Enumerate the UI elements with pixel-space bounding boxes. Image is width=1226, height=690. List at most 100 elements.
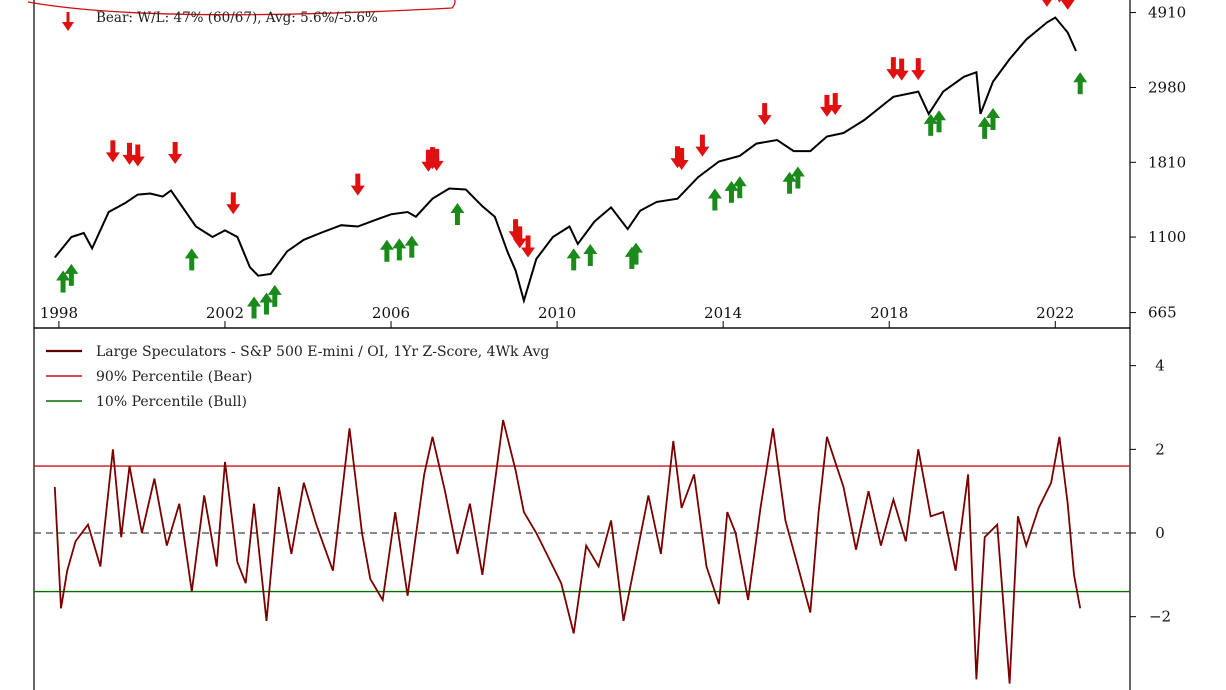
bear-arrow-head	[106, 152, 120, 162]
bear-arrow	[351, 174, 365, 196]
bull-arrow-shaft	[588, 253, 593, 266]
zscore-legend: Large Speculators - S&P 500 E-mini / OI,…	[46, 344, 549, 410]
bear-arrow-shaft	[679, 148, 684, 161]
bull-arrow-head	[392, 238, 406, 248]
bull-arrow-head	[567, 248, 581, 258]
bear-arrow-head	[895, 71, 909, 81]
legend-label-bull: 10% Percentile (Bull)	[96, 394, 247, 410]
bear-arrow-shaft	[110, 140, 115, 153]
x-tick-label: 2010	[538, 304, 576, 322]
x-tick-label: 2018	[870, 304, 908, 322]
bull-arrow-shaft	[795, 176, 800, 189]
x-tick-label: 1998	[40, 304, 78, 322]
bull-arrow-head	[380, 240, 394, 250]
bear-arrow	[1040, 0, 1054, 7]
bear-arrow-shaft	[135, 145, 140, 158]
bear-arrow-shaft	[173, 142, 178, 155]
bear-arrow	[695, 135, 709, 157]
bear-arrow-head	[513, 238, 527, 248]
bull-arrow-shaft	[252, 306, 257, 319]
bear-arrow-shaft	[127, 143, 132, 156]
zscore-panel: −2 0 2 4 Large Speculators - S&P 500 E-mini…	[34, 328, 1171, 690]
bull-arrow-shaft	[571, 257, 576, 270]
bull-arrow-shaft	[737, 185, 742, 198]
bear-arrow-head	[695, 147, 709, 157]
x-tick-label: 2006	[372, 304, 410, 322]
signal-arrows	[56, 0, 1087, 319]
bull-arrow-head	[185, 248, 199, 258]
bull-arrow-shaft	[982, 126, 987, 139]
bull-arrow	[583, 244, 597, 266]
legend-label-zscore: Large Speculators - S&P 500 E-mini / OI,…	[96, 344, 549, 360]
bull-arrow	[259, 293, 273, 315]
price-panel: 1998 2002 2006 2010 2014 2018 2022 665 1100 1810…	[28, 0, 1186, 328]
bear-arrow-shaft	[526, 235, 531, 248]
bull-arrow	[567, 248, 581, 270]
bull-arrow-head	[1073, 72, 1087, 82]
bear-arrow-head	[1040, 0, 1054, 7]
bear-arrow	[226, 192, 240, 214]
bear-arrow-head	[758, 115, 772, 125]
bull-arrow-shaft	[937, 119, 942, 132]
bull-arrow	[268, 285, 282, 307]
bull-arrow	[708, 189, 722, 211]
bear-arrow-head	[1061, 0, 1075, 10]
bear-arrow-head	[226, 204, 240, 214]
bear-arrow-shaft	[231, 192, 236, 205]
bull-arrow	[247, 297, 261, 319]
zscore-y-axis: −2024	[1130, 357, 1171, 626]
bull-arrow	[380, 240, 394, 262]
bull-arrow-shaft	[1078, 81, 1083, 94]
x-tick-label: 2014	[704, 304, 742, 322]
bull-arrow-head	[791, 167, 805, 177]
bull-arrow-head	[629, 243, 643, 253]
price-line	[55, 18, 1076, 301]
x-tick-label: 2002	[206, 304, 244, 322]
bull-arrow-head	[708, 189, 722, 199]
bull-arrow-shaft	[272, 294, 277, 307]
bull-arrow	[450, 203, 464, 225]
bull-arrow-head	[268, 285, 282, 295]
bear-arrow-shaft	[434, 149, 439, 162]
bear-arrow-head	[168, 154, 182, 164]
bull-arrow-shaft	[61, 280, 66, 293]
bear-arrow-shaft	[824, 95, 829, 108]
bull-arrow-head	[247, 297, 261, 307]
y-tick-label: 665	[1148, 304, 1177, 322]
bear-arrow-head	[911, 70, 925, 80]
bull-arrow-head	[986, 108, 1000, 118]
bull-arrow	[978, 117, 992, 139]
bull-arrow-shaft	[991, 117, 996, 130]
signal-legend: Bear: W/L: 47% (60/67), Avg: 5.6%/-5.6%	[28, 0, 455, 31]
bear-arrow-shaft	[891, 57, 896, 70]
bull-arrow-head	[405, 236, 419, 246]
bear-arrow-shaft	[700, 135, 705, 148]
bull-arrow	[1073, 72, 1087, 94]
bull-arrow-shaft	[787, 181, 792, 194]
y-tick-label: 2980	[1148, 78, 1186, 96]
bear-arrow	[1061, 0, 1075, 10]
bear-arrow	[106, 140, 120, 162]
bear-arrow-shaft	[517, 226, 522, 239]
bull-arrow-shaft	[455, 212, 460, 225]
bull-arrow-shaft	[729, 190, 734, 203]
bull-arrow-shaft	[264, 302, 269, 315]
zscore-line	[55, 420, 1080, 684]
y-tick-label: 1100	[1148, 228, 1186, 246]
bear-arrow	[168, 142, 182, 164]
bear-arrow	[886, 57, 900, 79]
bull-arrow-head	[64, 264, 78, 274]
bull-arrow-head	[978, 117, 992, 127]
bull-arrow	[392, 238, 406, 260]
bear-arrow-icon	[62, 12, 74, 31]
legend-label-bear: 90% Percentile (Bear)	[96, 369, 252, 385]
bear-arrow-head	[521, 247, 535, 257]
bear-arrow-shaft	[916, 58, 921, 71]
bull-arrow-head	[932, 110, 946, 120]
zscore-tick-label: 4	[1155, 357, 1165, 375]
bear-arrow-head	[131, 157, 145, 167]
bear-arrow-shaft	[833, 93, 838, 106]
bear-arrow	[911, 58, 925, 80]
bull-arrow-shaft	[633, 252, 638, 265]
